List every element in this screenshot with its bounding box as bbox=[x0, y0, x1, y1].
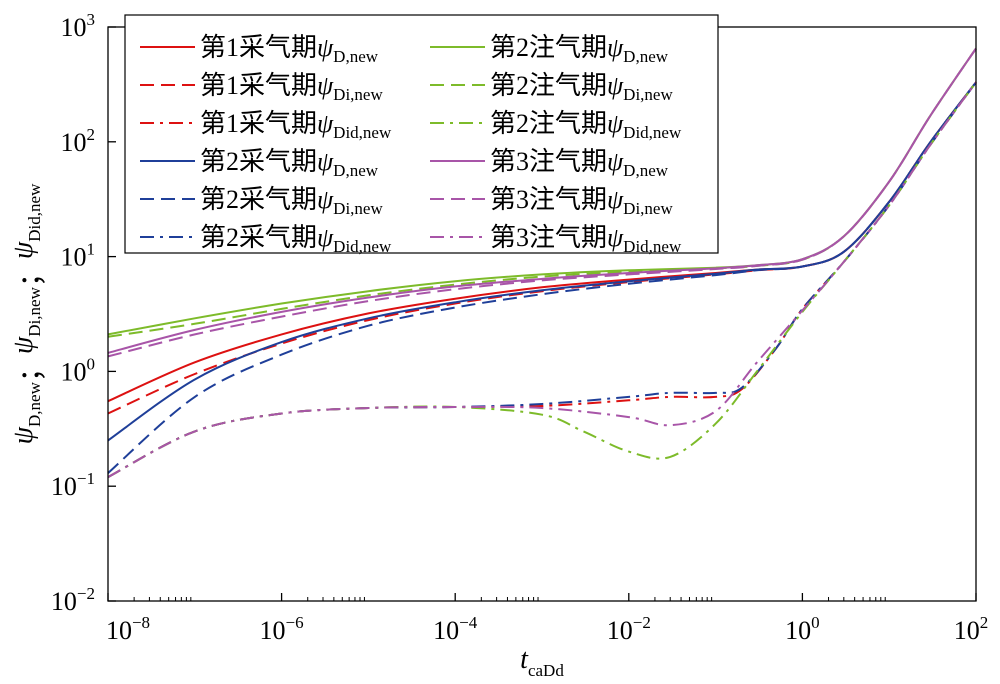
legend-label: 第2注气期ψDi,new bbox=[490, 71, 673, 104]
y-tick-label: 101 bbox=[61, 240, 96, 272]
y-tick-label: 100 bbox=[61, 354, 96, 386]
legend-label: 第1采气期ψDi,new bbox=[200, 71, 383, 104]
legend-label: 第3注气期ψDi,new bbox=[490, 185, 673, 218]
legend-label: 第2注气期ψDid,new bbox=[490, 109, 682, 142]
legend-label: 第3注气期ψD,new bbox=[490, 147, 669, 180]
legend-label: 第2采气期ψD,new bbox=[200, 147, 379, 180]
legend-label: 第3注气期ψDid,new bbox=[490, 223, 682, 256]
y-tick-label: 10−2 bbox=[51, 584, 95, 616]
legend-label: 第2注气期ψD,new bbox=[490, 33, 669, 66]
y-tick-label: 103 bbox=[61, 10, 96, 42]
x-tick-label: 102 bbox=[954, 613, 989, 645]
series-layer bbox=[107, 47, 977, 478]
x-tick-label: 10−4 bbox=[433, 613, 478, 645]
x-tick-label: 10−6 bbox=[260, 613, 304, 645]
legend-label: 第1采气期ψD,new bbox=[200, 33, 379, 66]
legend-label: 第1采气期ψDid,new bbox=[200, 109, 392, 142]
y-tick-label: 10−1 bbox=[51, 469, 95, 501]
legend-box bbox=[124, 14, 719, 254]
y-tick-label: 102 bbox=[61, 125, 96, 157]
x-axis-title: tcaDd bbox=[520, 644, 564, 680]
series-line-10 bbox=[107, 47, 977, 358]
x-tick-label: 10−8 bbox=[106, 613, 150, 645]
y-axis-title: ψD,new；ψDi,new；ψDid,new bbox=[8, 183, 47, 444]
x-tick-label: 100 bbox=[785, 613, 820, 645]
legend: 第1采气期ψD,new 第1采气期ψDi,new 第1采气期ψDid,new 第2采气… bbox=[124, 14, 719, 256]
x-axis-ticks: 10−8 10−6 10−4 10−2 100 102 bbox=[106, 593, 988, 645]
series-line-4 bbox=[107, 81, 977, 474]
legend-label: 第2采气期ψDi,new bbox=[200, 185, 383, 218]
y-axis-ticks: 10−2 10−1 100 101 102 103 bbox=[51, 10, 116, 616]
x-tick-label: 10−2 bbox=[607, 613, 651, 645]
legend-label: 第2采气期ψDid,new bbox=[200, 223, 392, 256]
